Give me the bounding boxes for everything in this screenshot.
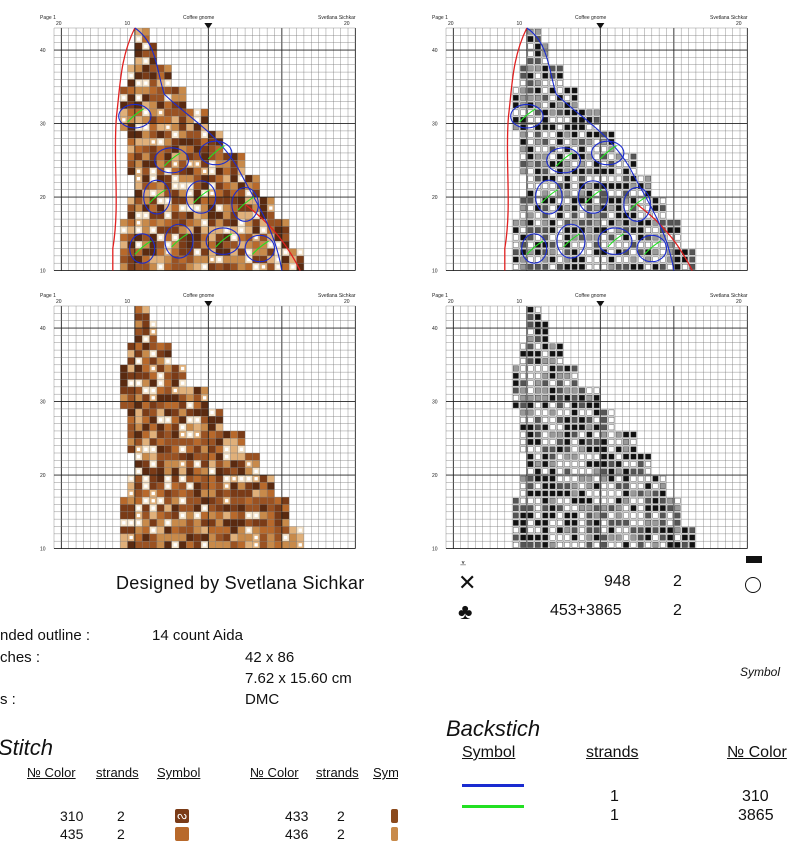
- top-tick-label: 20: [448, 299, 454, 305]
- panel-page-label: Page 1: [432, 293, 448, 299]
- top-tick-label: 20: [736, 299, 742, 305]
- cs-strands-436: 2: [337, 826, 345, 842]
- left-tick-label: 20: [40, 195, 46, 201]
- info-thread-label: s :: [0, 691, 16, 708]
- key-strands-948: 2: [673, 573, 682, 590]
- cs-swatch-435: [175, 827, 189, 841]
- top-tick-label: 20: [736, 21, 742, 27]
- panel-author: Svetlana Sichkar: [710, 293, 748, 299]
- key-color-453: 453+3865: [550, 602, 622, 619]
- chart-panel-symbols: Page 1 Coffee gnome Svetlana Sichkar 20 10 20…: [430, 292, 752, 554]
- left-tick-label: 10: [40, 269, 46, 275]
- top-tick-label: 10: [125, 21, 131, 27]
- top-tick-label: 20: [448, 21, 454, 27]
- left-tick-label: 10: [432, 269, 438, 275]
- top-tick-label: 20: [344, 299, 350, 305]
- bs-line-green: [462, 805, 524, 808]
- left-tick-label: 40: [40, 48, 46, 54]
- cs-strands-433: 2: [337, 808, 345, 824]
- chart-panel-color: Page 1 Coffee gnome Svetlana Sichkar 20 10 20…: [38, 292, 358, 554]
- cs-header-color-2: № Color: [250, 765, 299, 780]
- panel-page-label: Page 1: [40, 15, 56, 21]
- cs-swatch-433: [391, 809, 398, 823]
- left-tick-label: 30: [432, 122, 438, 128]
- cs-color-436: 436: [285, 826, 309, 842]
- cs-swatch-436: [391, 827, 398, 841]
- bs-line-blue: [462, 784, 524, 787]
- info-size-value: 42 x 86: [245, 649, 295, 666]
- panel-author: Svetlana Sichkar: [318, 293, 356, 299]
- left-tick-label: 30: [40, 400, 46, 406]
- info-size-label: ches :: [0, 649, 41, 666]
- left-tick-label: 20: [40, 473, 46, 479]
- cs-header-symbol-2: Symbol: [373, 765, 398, 780]
- bs-header-color: № Color: [727, 744, 787, 761]
- cs-color-310: 310: [60, 808, 84, 824]
- circle-icon: [745, 577, 761, 593]
- top-tick-label: 20: [56, 299, 62, 305]
- symbol-label: Symbol: [740, 665, 781, 679]
- cs-header-symbol-1: Symbol: [157, 765, 201, 780]
- left-tick-label: 40: [40, 326, 46, 332]
- info-cm-value: 7.62 x 15.60 cm: [245, 670, 352, 687]
- left-tick-label: 10: [432, 547, 438, 553]
- bs-color-310: 310: [742, 788, 769, 805]
- info-thread-value: DMC: [245, 691, 280, 708]
- cs-header-strands-2: strands: [316, 765, 359, 780]
- chart-panel-outlined-symbols: Page 1 Coffee gnome Svetlana Sichkar 20 10 20…: [430, 14, 752, 276]
- club-icon: ♣: [458, 599, 473, 624]
- panel-page-label: Page 1: [432, 15, 448, 21]
- top-tick-label: 10: [125, 299, 131, 305]
- cs-color-433: 433: [285, 808, 309, 824]
- cs-strands-310: 2: [117, 808, 125, 824]
- info-outline-label: nded outline :: [0, 627, 91, 644]
- cs-header-color-1: № Color: [27, 765, 76, 780]
- bs-color-3865: 3865: [738, 807, 774, 824]
- bs-header-strands: strands: [586, 744, 639, 761]
- left-tick-label: 10: [40, 547, 46, 553]
- bs-strands-3865: 1: [610, 807, 619, 824]
- cs-header-strands-1: strands: [96, 765, 139, 780]
- cs-swatch-310: ᔓ: [175, 809, 189, 823]
- key-color-948: 948: [604, 573, 631, 590]
- top-tick-label: 10: [517, 299, 523, 305]
- designed-by-text: Designed by Svetlana Sichkar: [116, 573, 365, 593]
- key-strands-453: 2: [673, 602, 682, 619]
- left-tick-label: 40: [432, 48, 438, 54]
- left-tick-label: 30: [40, 122, 46, 128]
- panel-title: Coffee gnome: [183, 15, 215, 21]
- partial-square-icon: [746, 556, 762, 563]
- cross-stitch-title: Stitch: [0, 735, 54, 760]
- bs-header-symbol: Symbol: [462, 744, 516, 761]
- chart-panel-outlined-color: Page 1 Coffee gnome Svetlana Sichkar 20 10 20…: [38, 14, 358, 276]
- panel-title: Coffee gnome: [575, 293, 607, 299]
- top-tick-label: 10: [517, 21, 523, 27]
- cs-color-435: 435: [60, 826, 84, 842]
- partial-symbol-icon: ⩡: [460, 558, 467, 570]
- panel-title: Coffee gnome: [575, 15, 607, 21]
- cs-strands-435: 2: [117, 826, 125, 842]
- left-tick-label: 20: [432, 473, 438, 479]
- top-tick-label: 20: [344, 21, 350, 27]
- info-fabric-value: 14 count Aida: [152, 627, 243, 644]
- left-tick-label: 20: [432, 195, 438, 201]
- left-tick-label: 40: [432, 326, 438, 332]
- panel-title: Coffee gnome: [183, 293, 215, 299]
- x-icon: ✕: [458, 570, 477, 595]
- top-tick-label: 20: [56, 21, 62, 27]
- panel-author: Svetlana Sichkar: [318, 15, 356, 21]
- left-tick-label: 30: [432, 400, 438, 406]
- backstitch-title: Backstich: [446, 716, 541, 741]
- panel-page-label: Page 1: [40, 293, 56, 299]
- bs-strands-310: 1: [610, 788, 619, 805]
- panel-author: Svetlana Sichkar: [710, 15, 748, 21]
